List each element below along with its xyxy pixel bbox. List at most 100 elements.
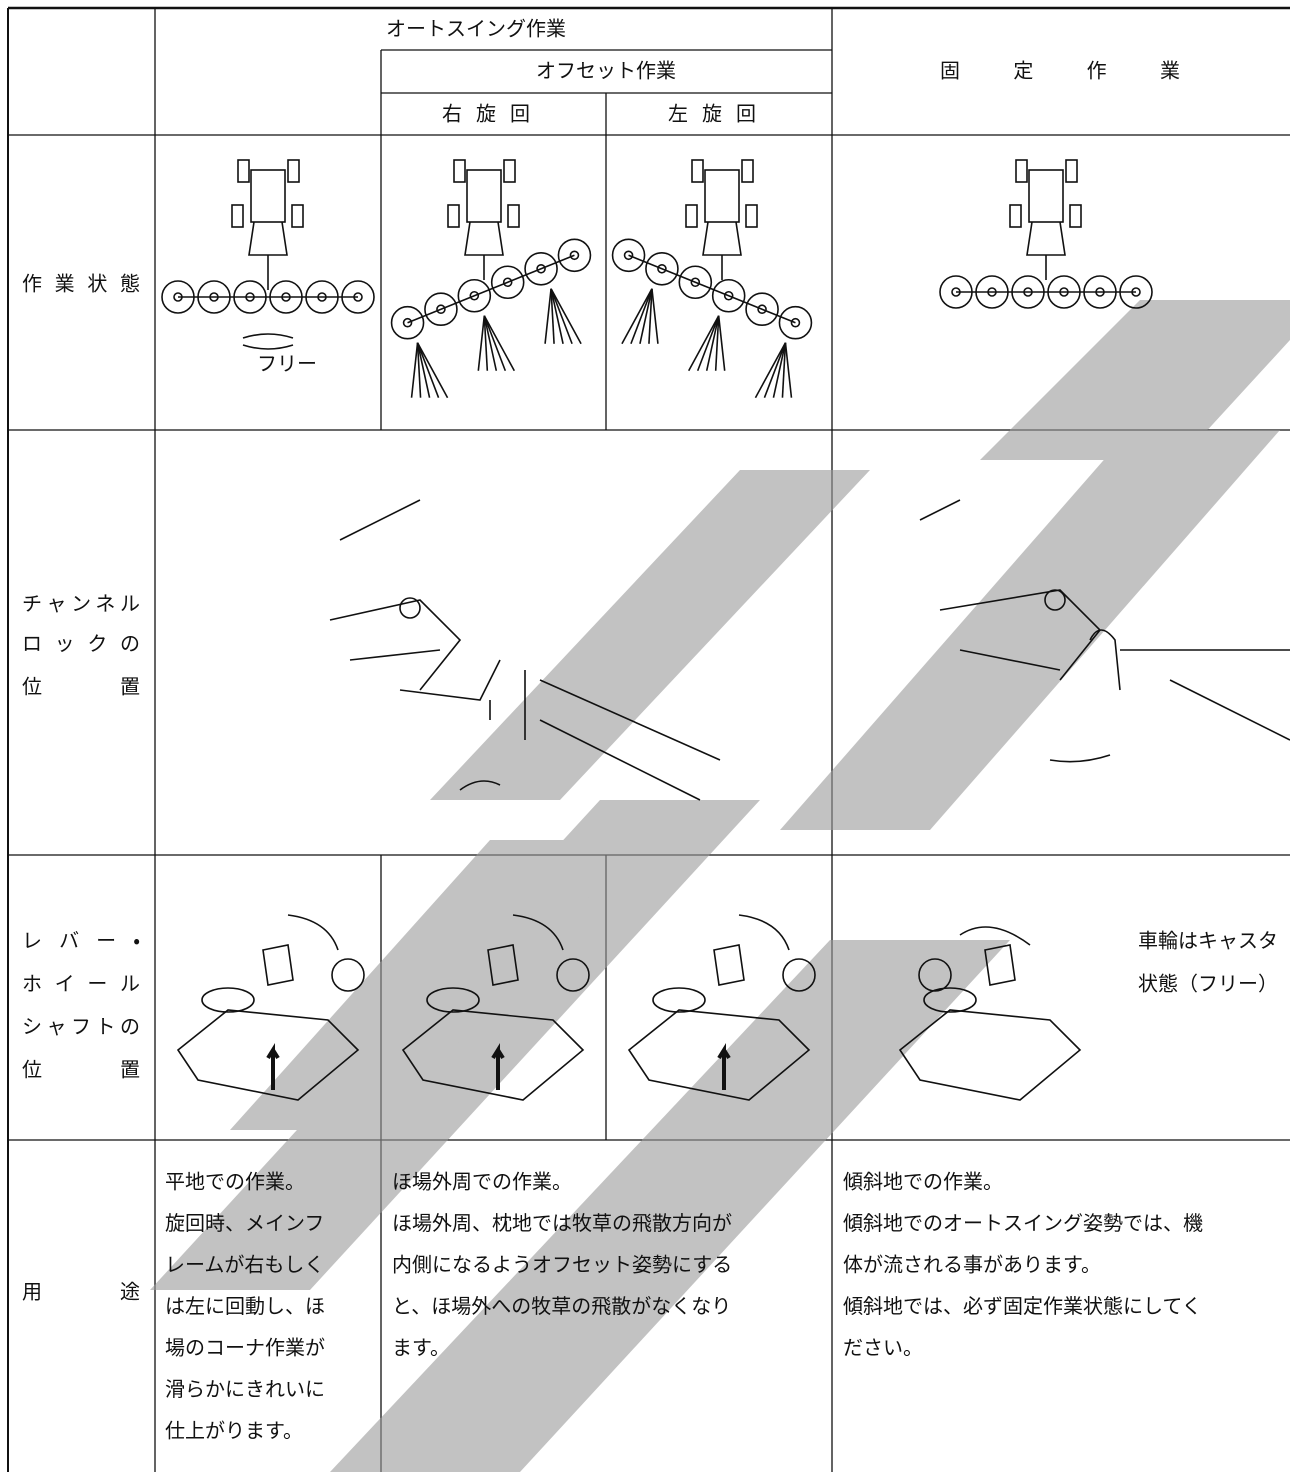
spray <box>550 288 564 344</box>
lever-arrow <box>959 926 1031 946</box>
rotor <box>1047 275 1081 309</box>
spray <box>477 315 486 371</box>
hitch <box>248 221 288 256</box>
lever-boss <box>201 987 255 1013</box>
tractor-body <box>1028 169 1064 223</box>
caster-note: 車輪はキャスタ <box>1138 929 1278 953</box>
rotor <box>457 278 492 313</box>
wheel <box>287 159 300 183</box>
spray <box>639 288 653 344</box>
row-label: ロックの <box>22 632 140 656</box>
rotor-hub <box>536 263 546 274</box>
spray <box>483 315 489 371</box>
usage-line: ます。 <box>392 1336 450 1360</box>
row-label: 位置 <box>22 675 140 699</box>
lever-arm <box>487 944 519 986</box>
rotor <box>611 238 646 273</box>
lever-knob <box>556 958 590 992</box>
lever-boss <box>923 987 977 1013</box>
spray <box>630 288 653 345</box>
wheel <box>691 159 704 183</box>
lever-base <box>401 1009 585 1101</box>
spray <box>763 342 787 398</box>
rotor-hub <box>1131 287 1141 297</box>
spray <box>416 342 449 399</box>
usage-line: は左に回動し、ほ <box>165 1294 325 1318</box>
rotor <box>745 292 779 327</box>
rotor-hub <box>757 304 767 315</box>
caster-note: 状態（フリー） <box>1138 972 1278 996</box>
wheel <box>1009 204 1022 228</box>
spray <box>483 315 516 372</box>
spray <box>416 342 440 398</box>
rotor <box>305 280 339 314</box>
row-label: 位置 <box>22 1058 140 1082</box>
wheel <box>685 204 698 228</box>
row-label: 用途 <box>22 1280 140 1304</box>
rotor-hub <box>1059 287 1069 297</box>
spray <box>544 288 552 344</box>
wheel <box>447 204 460 228</box>
spray <box>772 342 787 398</box>
up-arrow <box>717 1043 731 1090</box>
rotor <box>390 305 425 340</box>
wheel <box>291 204 304 228</box>
wheel <box>453 159 466 183</box>
wheel <box>507 204 520 228</box>
rotor-hub <box>317 292 327 302</box>
lever-base <box>176 1009 360 1101</box>
lever-boss <box>426 987 480 1013</box>
rotor <box>557 238 592 273</box>
rotor-hub <box>790 317 801 328</box>
usage-line: 旋回時、メインフ <box>165 1211 324 1235</box>
usage-line: 滑らかにきれいに <box>165 1377 325 1401</box>
wheel <box>1065 159 1078 183</box>
lever-knob <box>331 958 365 992</box>
header-offset: オフセット作業 <box>536 59 676 83</box>
rotor-hub <box>281 292 291 302</box>
usage-line: レームが右もしく <box>165 1253 324 1277</box>
rotor <box>1119 275 1153 309</box>
usage-line: ほ場外周、枕地では牧草の飛散方向が <box>392 1211 732 1235</box>
lever-arrow <box>287 914 339 951</box>
wheel <box>745 204 758 228</box>
spray <box>754 342 787 399</box>
spray <box>483 315 507 372</box>
spray <box>410 342 419 398</box>
spray <box>416 342 431 398</box>
rotor <box>975 275 1009 309</box>
rotor-hub <box>690 277 701 288</box>
rotor <box>524 251 558 286</box>
channel-right <box>919 499 1290 763</box>
up-arrow <box>491 1043 505 1090</box>
rotor-hub <box>402 317 413 328</box>
spray <box>714 315 720 371</box>
rotor <box>233 280 267 314</box>
rotor <box>1011 275 1045 309</box>
free-label: フリー <box>257 352 317 376</box>
spray <box>621 288 653 345</box>
lever-arrow <box>738 914 790 951</box>
rotor-hub <box>353 292 363 302</box>
usage-line: 傾斜地では、必ず固定作業状態にしてく <box>843 1294 1202 1318</box>
wheel <box>1015 159 1028 183</box>
lever-knob <box>918 958 952 992</box>
lever-arm <box>262 944 294 986</box>
header-auto-swing: オートスイング作業 <box>386 17 566 41</box>
rotor-hub <box>469 290 480 301</box>
wheel <box>503 159 516 183</box>
rotor <box>678 265 713 300</box>
wheel <box>741 159 754 183</box>
usage-line: と、ほ場外への牧草の飛散がなくなり <box>392 1294 731 1318</box>
spray <box>550 288 573 345</box>
rotor-hub <box>436 304 446 315</box>
header-right-turn: 右旋回 <box>442 102 544 126</box>
lever-base <box>898 1009 1082 1101</box>
header-left-turn: 左旋回 <box>668 102 770 126</box>
usage-line: 内側になるようオフセット姿勢にする <box>392 1253 732 1277</box>
rotor-hub <box>987 287 997 297</box>
rotor-hub <box>1095 287 1105 297</box>
rotor-hub <box>569 250 580 261</box>
